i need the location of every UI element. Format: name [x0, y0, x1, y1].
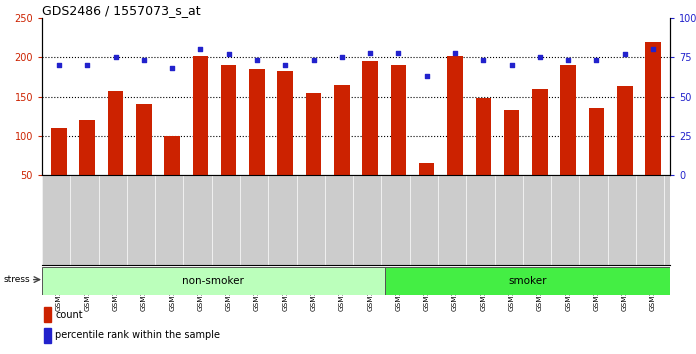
Point [280, 62, 291, 68]
Bar [532, 88, 548, 214]
Bar [136, 104, 152, 214]
Point [195, 47, 206, 52]
Point [110, 55, 121, 60]
Point [336, 55, 347, 60]
Bar [390, 65, 406, 214]
Point [251, 58, 262, 63]
Point [535, 55, 546, 60]
Bar [44, 328, 52, 343]
Point [223, 51, 235, 57]
Text: non-smoker: non-smoker [182, 276, 244, 286]
Point [477, 58, 489, 63]
Bar [44, 307, 52, 322]
Bar [42, 267, 385, 295]
Bar [221, 65, 237, 214]
Bar [278, 70, 293, 214]
Point [166, 65, 177, 71]
Bar [79, 120, 95, 214]
Bar [52, 128, 67, 214]
Point [450, 50, 461, 55]
Point [421, 73, 432, 79]
Text: smoker: smoker [508, 276, 546, 286]
Bar [306, 93, 322, 214]
Text: stress: stress [4, 275, 31, 284]
Bar [475, 98, 491, 214]
Bar [164, 136, 180, 214]
Point [393, 50, 404, 55]
Point [591, 58, 602, 63]
Point [619, 51, 631, 57]
Bar [249, 69, 264, 214]
Bar [363, 61, 378, 214]
Point [647, 47, 658, 52]
Bar [589, 108, 604, 214]
Point [506, 62, 517, 68]
Point [81, 62, 93, 68]
Text: count: count [55, 310, 83, 320]
Point [308, 58, 319, 63]
Bar [334, 85, 349, 214]
Bar [419, 163, 434, 214]
Bar [645, 41, 661, 214]
Text: percentile rank within the sample: percentile rank within the sample [55, 330, 220, 341]
Bar [504, 110, 519, 214]
Bar [193, 56, 208, 214]
Point [365, 50, 376, 55]
Point [139, 58, 150, 63]
Point [54, 62, 65, 68]
Text: GDS2486 / 1557073_s_at: GDS2486 / 1557073_s_at [42, 4, 200, 17]
Bar [385, 267, 670, 295]
Bar [560, 65, 576, 214]
Bar [617, 86, 633, 214]
Bar [448, 56, 463, 214]
Bar [108, 91, 123, 214]
Point [562, 58, 574, 63]
